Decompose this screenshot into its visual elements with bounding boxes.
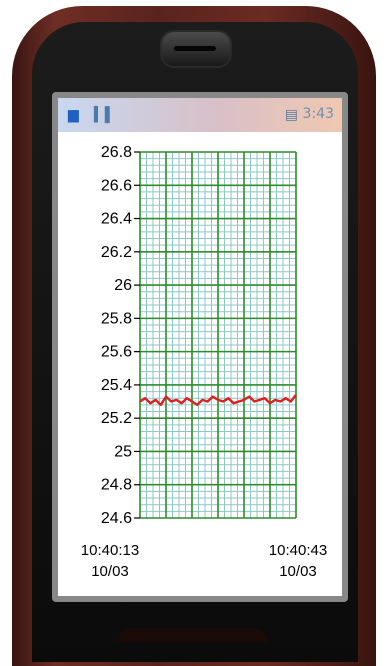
temperature-chart: 24.6 24.8 25 25.2 25.4 25.6 25.8 26 26.2 26.4 26.6… [81,144,327,580]
y-tick-label: 26.8 [101,144,132,161]
phone-screen: ▆ ▍▌ ▤ 3:43 24.6 24.8 25 25.2 25.4 25.6 25.8 26… [58,98,342,596]
earpiece-slot [174,46,216,51]
phone-bottom-key [118,628,268,642]
y-tick-label: 25.6 [101,344,132,361]
y-tick-label: 25 [114,443,132,460]
y-tick-label: 26.6 [101,177,132,194]
chart-series [139,394,297,407]
mail-icon: ▆ [68,106,79,122]
y-tick-label: 25.2 [101,410,132,427]
y-tick-label: 25.4 [101,377,132,394]
status-bar: ▆ ▍▌ ▤ 3:43 [58,98,342,132]
antenna-icon: ▍▌ [94,106,115,122]
y-tick-label: 25.8 [101,310,132,327]
y-tick-label: 26 [114,277,132,294]
x-start-time: 10:40:13 [81,542,139,559]
x-end-date: 10/03 [279,563,317,580]
chart-grid [139,151,297,519]
earpiece [160,30,232,68]
x-axis: 10:40:13 10/03 10:40:43 10/03 [81,542,327,580]
battery-icon: ▤ [284,106,298,122]
y-tick-label: 26.4 [101,211,132,228]
phone-device: ▆ ▍▌ ▤ 3:43 24.6 24.8 25 25.2 25.4 25.6 25.8 26… [12,6,376,666]
x-start-date: 10/03 [91,563,129,580]
status-time: 3:43 [302,106,334,122]
y-tick-label: 26.2 [101,244,132,261]
y-tick-label: 24.8 [101,477,132,494]
y-axis: 24.6 24.8 25 25.2 25.4 25.6 25.8 26 26.2 26.4 26.6… [101,144,140,527]
y-tick-label: 24.6 [101,510,132,527]
x-end-time: 10:40:43 [269,542,327,559]
series-line [139,394,297,407]
